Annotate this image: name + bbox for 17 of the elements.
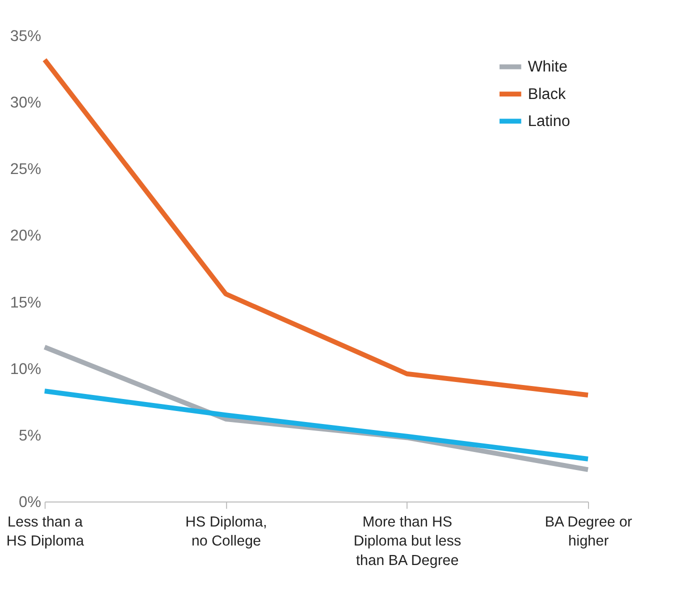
legend-label: Latino [528,113,570,130]
y-tick-label: 25% [10,161,42,178]
x-tick-label: Less than a HS Diploma [6,514,85,550]
legend-label: Black [528,86,566,103]
y-tick-label: 35% [10,28,42,46]
line-series [42,57,590,398]
legend-label: White [528,58,568,76]
y-tick-label: 15% [10,294,42,312]
y-tick-label: 10% [10,360,42,378]
line-series [42,388,590,462]
x-tick-label: HS Diploma, no College [185,514,268,550]
x-tick-label: More than HS Diploma but less than BA Degree [354,514,462,570]
y-tick-label: 30% [10,94,42,112]
y-tick-label: 20% [10,228,42,245]
x-tick-label: BA Degree or higher [544,514,632,550]
y-tick-label: 5% [18,427,42,444]
y-tick-label: 0% [18,494,42,511]
